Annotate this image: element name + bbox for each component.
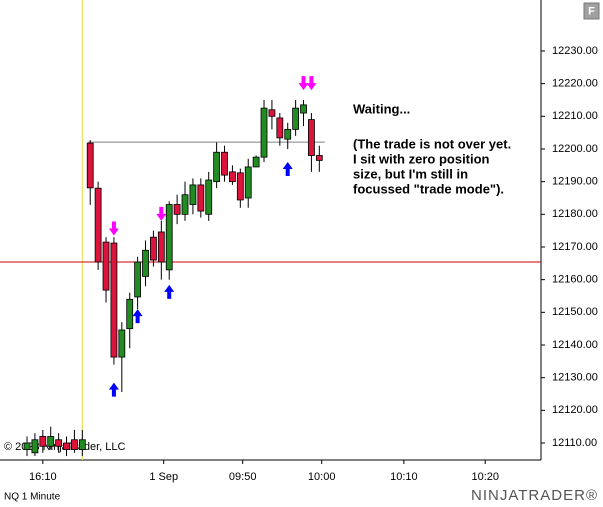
y-tick-label: 12220.00 (552, 78, 598, 90)
annotation: focussed "trade mode"). (353, 181, 504, 196)
candle-body (126, 298, 134, 330)
candle-body (71, 439, 78, 450)
x-tick-label: 10:10 (390, 471, 418, 483)
candle-body (292, 107, 300, 130)
candle-body (118, 329, 126, 358)
candle-body (165, 204, 173, 271)
candle-body (150, 236, 157, 261)
candle-body (157, 231, 165, 263)
candle-body (252, 156, 260, 168)
y-tick-label: 12130.00 (552, 372, 598, 384)
sell-arrow (108, 221, 119, 236)
y-tick-label: 12190.00 (552, 176, 598, 188)
candle-body (236, 172, 244, 201)
candle-body (300, 104, 307, 114)
candle-body (213, 151, 221, 183)
candle-body (39, 436, 47, 447)
candle-body (47, 436, 55, 447)
candle-body (284, 128, 292, 140)
y-tick-label: 12140.00 (552, 339, 598, 351)
button-label[interactable]: F (588, 5, 595, 17)
sell-arrow (156, 206, 167, 221)
y-tick-label: 12120.00 (552, 404, 598, 416)
y-tick-label: 12200.00 (552, 143, 598, 155)
x-tick-label: 10:20 (471, 471, 499, 483)
candle-body (102, 241, 110, 291)
candle-body (55, 439, 63, 447)
candle-body (181, 194, 189, 215)
candle-body (110, 242, 118, 358)
sell-arrow (298, 76, 309, 91)
candle-body (229, 171, 236, 183)
x-tick-label: 09:50 (229, 471, 257, 483)
candle-body (221, 151, 228, 176)
candle-body (134, 261, 142, 298)
menu-button[interactable] (583, 2, 600, 20)
y-tick-label: 12170.00 (552, 241, 598, 253)
candle-body (63, 442, 70, 450)
annotation: Waiting... (353, 101, 410, 116)
y-tick-label: 12110.00 (552, 437, 597, 449)
candle-body (189, 184, 197, 205)
annotation: size, but I'm still in (353, 166, 468, 181)
instrument-label: NQ 1 Minute (4, 492, 61, 503)
y-tick-label: 12180.00 (552, 208, 598, 220)
annotation: I sit with zero position (353, 151, 490, 166)
sell-arrow (306, 76, 317, 91)
candle-body (86, 142, 94, 189)
candle-body (173, 204, 181, 215)
candle-body (142, 249, 149, 277)
candle-body (23, 442, 31, 450)
annotation: (The trade is not over yet. (353, 136, 511, 151)
candle-body (268, 109, 276, 117)
x-tick-label: 10:00 (308, 471, 336, 483)
candle-body (244, 166, 252, 199)
candle-body (260, 107, 268, 158)
y-tick-label: 12160.00 (552, 274, 598, 286)
candle-body (315, 155, 323, 161)
candle-body (31, 439, 39, 454)
candle-body (205, 179, 213, 215)
x-tick-label: 1 Sep (149, 471, 178, 483)
buy-arrow (282, 162, 293, 177)
candle-body (94, 187, 102, 263)
plot-area (0, 0, 541, 460)
candle-body (276, 117, 284, 139)
candle-body (78, 439, 86, 450)
y-tick-label: 12210.00 (552, 110, 598, 122)
buy-arrow (132, 309, 143, 324)
buy-arrow (108, 382, 119, 397)
y-tick-label: 12230.00 (552, 45, 598, 57)
y-tick-label: 12150.00 (552, 306, 598, 318)
candle-body (308, 119, 315, 156)
logo: NINJATRADER® (471, 487, 598, 504)
buy-arrow (164, 284, 175, 299)
x-tick-label: 16:10 (29, 471, 57, 483)
candle-body (197, 184, 205, 212)
